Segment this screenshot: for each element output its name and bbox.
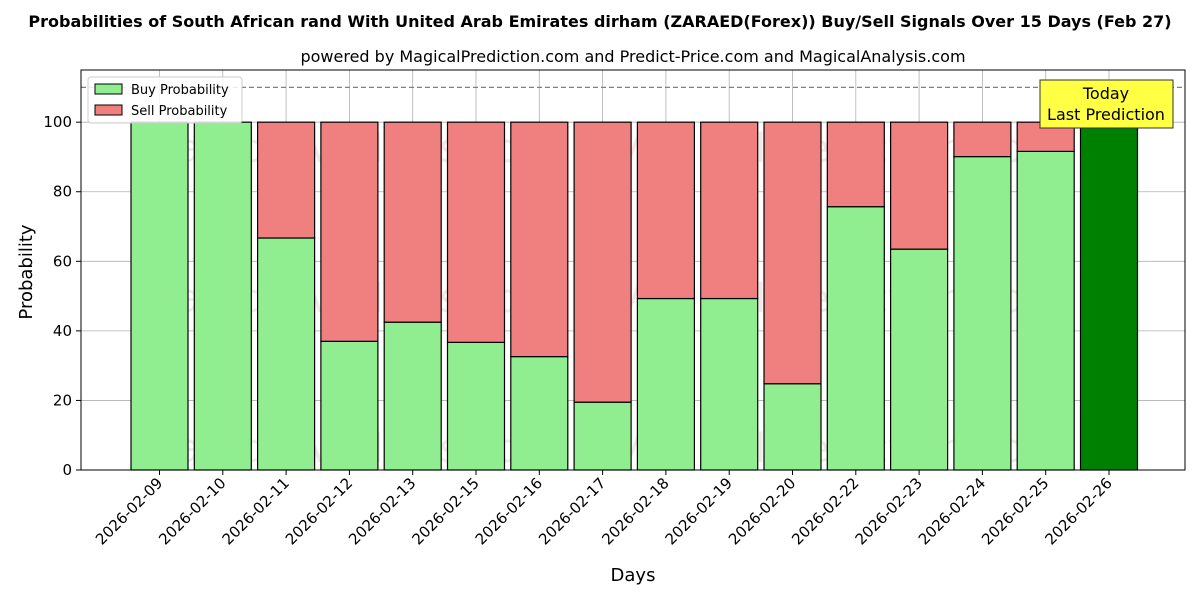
sell-bar (510, 121, 569, 358)
y-tick-label: 40 (53, 322, 72, 340)
x-tick-label: 2026-02-13 (345, 474, 419, 548)
buy-bar (763, 383, 822, 471)
sell-bar (763, 121, 822, 385)
sell-bar (636, 121, 696, 300)
sell-bar (446, 121, 506, 343)
legend-box (87, 76, 243, 124)
y-axis: 0 20 40 60 80 100 (43, 113, 81, 479)
x-tick-label: 2026-02-17 (535, 474, 609, 548)
today-badge: Today Last Prediction (1039, 79, 1174, 129)
legend: Buy Probability Sell Probability (87, 76, 243, 124)
badge-line-2: Last Prediction (1047, 105, 1165, 124)
buy-bar (257, 237, 316, 471)
y-tick-label: 20 (53, 391, 72, 409)
x-tick-label: 2026-02-26 (1041, 474, 1115, 548)
chart-subtitle: powered by MagicalPrediction.com and Pre… (300, 47, 965, 66)
badge-line-1: Today (1082, 84, 1129, 103)
x-tick-label: 2026-02-16 (472, 474, 546, 548)
buy-bar (320, 340, 379, 471)
x-tick-label: 2026-02-09 (92, 474, 166, 548)
sell-bar (320, 121, 379, 342)
sell-bar (383, 121, 442, 323)
y-tick-label: 80 (53, 183, 72, 201)
x-tick-label: 2026-02-18 (598, 474, 672, 548)
x-tick-label: 2026-02-20 (725, 474, 799, 548)
buy-bar (193, 121, 252, 471)
buy-bar (700, 297, 759, 471)
sell-bar (700, 121, 759, 300)
buy-bar (510, 356, 569, 471)
buy-bar (1016, 150, 1075, 471)
plot-frame (80, 69, 1186, 471)
buy-bar (446, 341, 506, 471)
x-tick-label: 2026-02-23 (852, 474, 926, 548)
sell-bar (889, 121, 949, 250)
x-tick-label: 2026-02-11 (219, 474, 293, 548)
y-axis-label: Probability (16, 224, 37, 319)
bars-layer (130, 121, 1139, 471)
x-tick-label: 2026-02-22 (788, 474, 862, 548)
sell-bar (826, 121, 885, 208)
buy-bar (953, 156, 1012, 471)
x-tick-label: 2026-02-19 (662, 474, 736, 548)
legend-label: Sell Probability (131, 104, 228, 119)
y-tick-label: 0 (62, 461, 72, 479)
legend-swatch (94, 104, 123, 116)
x-tick-label: 2026-02-24 (915, 474, 989, 548)
legend-label: Buy Probability (131, 83, 229, 98)
buy-bar (636, 297, 696, 471)
legend-swatch (94, 83, 123, 95)
buy-bar (130, 121, 189, 471)
x-axis-label: Days (611, 565, 656, 586)
badge-box (1039, 79, 1174, 129)
sell-bar (573, 121, 632, 403)
chart-title: Probabilities of South African rand With… (28, 12, 1171, 31)
x-axis: 2026-02-092026-02-102026-02-112026-02-12… (92, 470, 1116, 548)
y-tick-label: 100 (43, 113, 72, 131)
buy-bar (573, 401, 632, 471)
buy-bar (889, 248, 949, 471)
sell-bar (257, 121, 316, 239)
x-tick-label: 2026-02-25 (978, 474, 1052, 548)
x-tick-label: 2026-02-10 (155, 474, 229, 548)
y-tick-label: 60 (53, 252, 72, 270)
buy-bar (826, 206, 885, 471)
x-tick-label: 2026-02-15 (408, 474, 482, 548)
x-tick-label: 2026-02-12 (282, 474, 356, 548)
buy-bar (383, 321, 442, 471)
buy-bar (1079, 121, 1139, 471)
sell-bar (953, 121, 1012, 158)
